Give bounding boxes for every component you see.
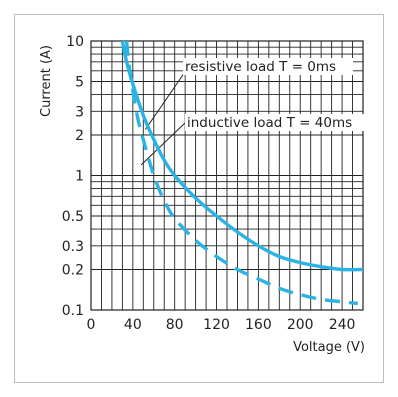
- y-tick-label: 5: [75, 74, 84, 90]
- current-vs-voltage-chart: resistive load T = 0ms inductive load T =…: [39, 34, 375, 355]
- y-tick-label: 0.5: [62, 209, 84, 225]
- annotation-leader-line: [144, 68, 188, 130]
- annotation-label-background: [185, 114, 375, 131]
- x-tick-label: 0: [87, 317, 96, 333]
- y-tick-label: 0.2: [62, 263, 84, 279]
- chart-frame: resistive load T = 0ms inductive load T =…: [14, 14, 384, 383]
- x-tick-label: 200: [287, 317, 314, 333]
- y-tick-label: 2: [75, 128, 84, 144]
- x-tick-label: 120: [203, 317, 230, 333]
- resistive-load-curve: [120, 40, 364, 272]
- annotation-label: resistive load T = 0ms: [185, 59, 336, 75]
- x-axis-title: Voltage (V): [293, 340, 365, 355]
- y-tick-label: 0.3: [62, 239, 84, 255]
- x-tick-label: 80: [166, 317, 184, 333]
- annotation-label-background: [183, 58, 353, 75]
- y-tick-label: 1: [75, 169, 84, 185]
- x-tick-label: 160: [245, 317, 272, 333]
- annotation-label: inductive load T = 40ms: [187, 115, 352, 131]
- plot-border: [90, 40, 364, 311]
- x-tick-label: 240: [329, 317, 356, 333]
- annotation-leader-line: [140, 122, 186, 166]
- y-tick-label: 3: [75, 104, 84, 120]
- y-axis-title: Current (A): [39, 45, 54, 117]
- y-tick-label: 10: [66, 34, 84, 50]
- inductive-load-curve: [124, 40, 358, 306]
- x-tick-label: 40: [124, 317, 142, 333]
- y-tick-label: 0.1: [62, 303, 84, 319]
